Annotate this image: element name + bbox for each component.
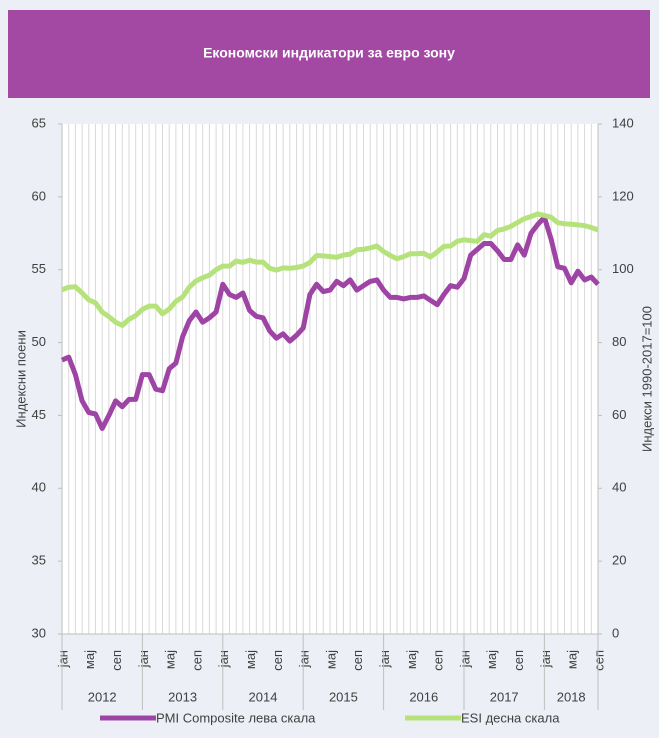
x-tick-label: сеп <box>270 650 285 671</box>
x-tick-label: сеп <box>511 650 526 671</box>
y-tick-label: 50 <box>32 334 46 349</box>
year-label: 2012 <box>88 689 117 704</box>
y-tick-label: 45 <box>32 407 46 422</box>
legend-label: PMI Composite лева скала <box>156 710 316 725</box>
x-tick-label: јан <box>457 650 472 668</box>
y-tick-label: 40 <box>32 480 46 495</box>
y2-tick-label: 60 <box>612 407 626 422</box>
x-tick-label: мај <box>82 650 97 669</box>
x-tick-label: мај <box>565 650 580 669</box>
chart-title: Економски индикатори за евро зону <box>203 45 455 61</box>
x-tick-label: јан <box>297 650 312 668</box>
series-line <box>61 211 599 328</box>
y2-axis-label: Индекси 1990-2017=100 <box>639 306 654 452</box>
year-label: 2018 <box>557 689 586 704</box>
y-tick-label: 35 <box>32 553 46 568</box>
y2-tick-label: 80 <box>612 334 626 349</box>
y2-tick-label: 100 <box>612 261 634 276</box>
y2-tick-label: 20 <box>612 553 626 568</box>
x-tick-label: мај <box>243 650 258 669</box>
title-banner <box>8 10 650 98</box>
x-tick-label: мај <box>404 650 419 669</box>
x-tick-label: мај <box>323 650 338 669</box>
x-tick-label: јан <box>377 650 392 668</box>
x-tick-label: мај <box>163 650 178 669</box>
y2-tick-label: 40 <box>612 480 626 495</box>
legend-label: ESI десна скала <box>461 710 560 725</box>
x-tick-label: јан <box>538 650 553 668</box>
x-tick-label: сеп <box>189 650 204 671</box>
year-label: 2014 <box>249 689 278 704</box>
year-label: 2017 <box>490 689 519 704</box>
x-tick-label: сеп <box>350 650 365 671</box>
y-axis-label: Индексни поени <box>13 330 28 428</box>
y-tick-label: 65 <box>32 115 46 130</box>
y-tick-label: 30 <box>32 625 46 640</box>
x-tick-label: сеп <box>591 650 606 671</box>
y2-tick-label: 0 <box>612 625 619 640</box>
x-tick-label: сеп <box>109 650 124 671</box>
year-label: 2013 <box>168 689 197 704</box>
y2-tick-label: 140 <box>612 115 634 130</box>
y2-tick-label: 120 <box>612 188 634 203</box>
y-tick-label: 55 <box>32 261 46 276</box>
x-tick-label: јан <box>136 650 151 668</box>
x-tick-label: јан <box>216 650 231 668</box>
y-tick-label: 60 <box>32 188 46 203</box>
x-tick-label: мај <box>484 650 499 669</box>
series-line <box>60 214 600 431</box>
x-tick-label: јан <box>55 650 70 668</box>
x-tick-label: сеп <box>431 650 446 671</box>
year-label: 2015 <box>329 689 358 704</box>
year-label: 2016 <box>409 689 438 704</box>
